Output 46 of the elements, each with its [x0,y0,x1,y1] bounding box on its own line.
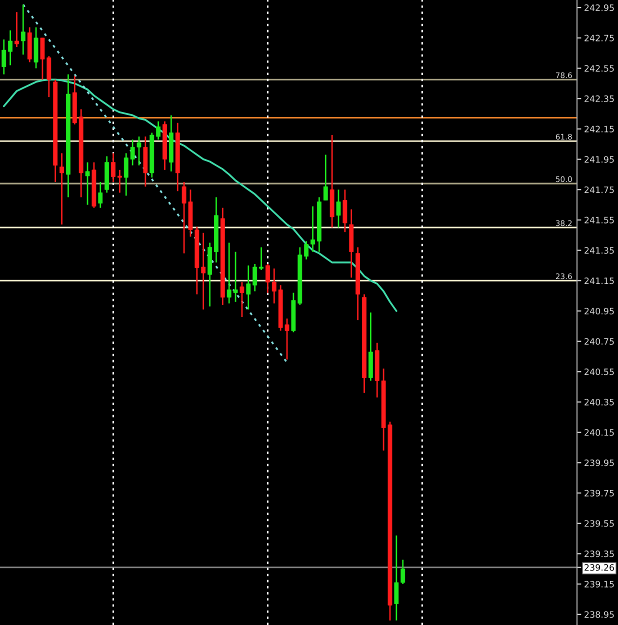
y-tick-label: 241.55 [584,216,614,224]
y-tick-label: 241.95 [584,156,614,163]
candlestick [252,263,258,292]
y-tick-label: 241.35 [584,247,614,254]
candlestick [266,263,270,294]
candlestick [117,169,122,194]
y-tick-label: 239.15 [584,580,614,588]
y-tick-label: 240.35 [584,398,614,406]
candlestick [246,264,251,310]
y-tick-label: 239.55 [584,520,614,527]
y-tick-label: 241.75 [584,186,614,194]
candlestick [98,181,103,209]
y-tick-label: 241.15 [584,277,614,284]
candlestick [342,188,348,233]
candlestick [259,246,264,271]
candlestick [2,38,6,76]
candlestick [201,232,206,310]
candlestick [14,11,19,48]
candlestick [310,206,315,253]
y-tick-label: 239.26 [584,564,614,571]
y-tick-label: 242.55 [584,65,614,72]
y-tick-label: 242.15 [584,126,614,132]
y-tick-label: 239.75 [584,490,614,496]
candlestick [111,152,116,183]
candlestick [60,152,64,226]
candlestick [272,268,276,304]
candlestick [85,162,90,206]
y-tick-label: 242.75 [584,34,614,42]
y-tick-label: 242.35 [584,95,614,102]
y-tick-label: 242.95 [584,4,614,12]
candlestick [156,120,161,140]
candlestick [323,154,328,201]
y-tick-label: 240.75 [584,338,614,345]
y-tick-label: 239.35 [584,550,614,558]
y-tick-label: 240.95 [584,308,614,314]
candlestick [240,281,244,318]
candlestick [394,534,399,622]
candlestick [20,4,26,56]
y-tick-label: 238.95 [584,611,614,618]
y-tick-label: 240.15 [584,429,614,436]
y-tick-label: 239.95 [584,460,614,466]
y-tick-label: 240.55 [584,368,614,376]
candlestick [304,240,309,260]
candlestick [336,188,341,228]
candlestick [8,30,12,66]
candlestick [400,559,406,585]
